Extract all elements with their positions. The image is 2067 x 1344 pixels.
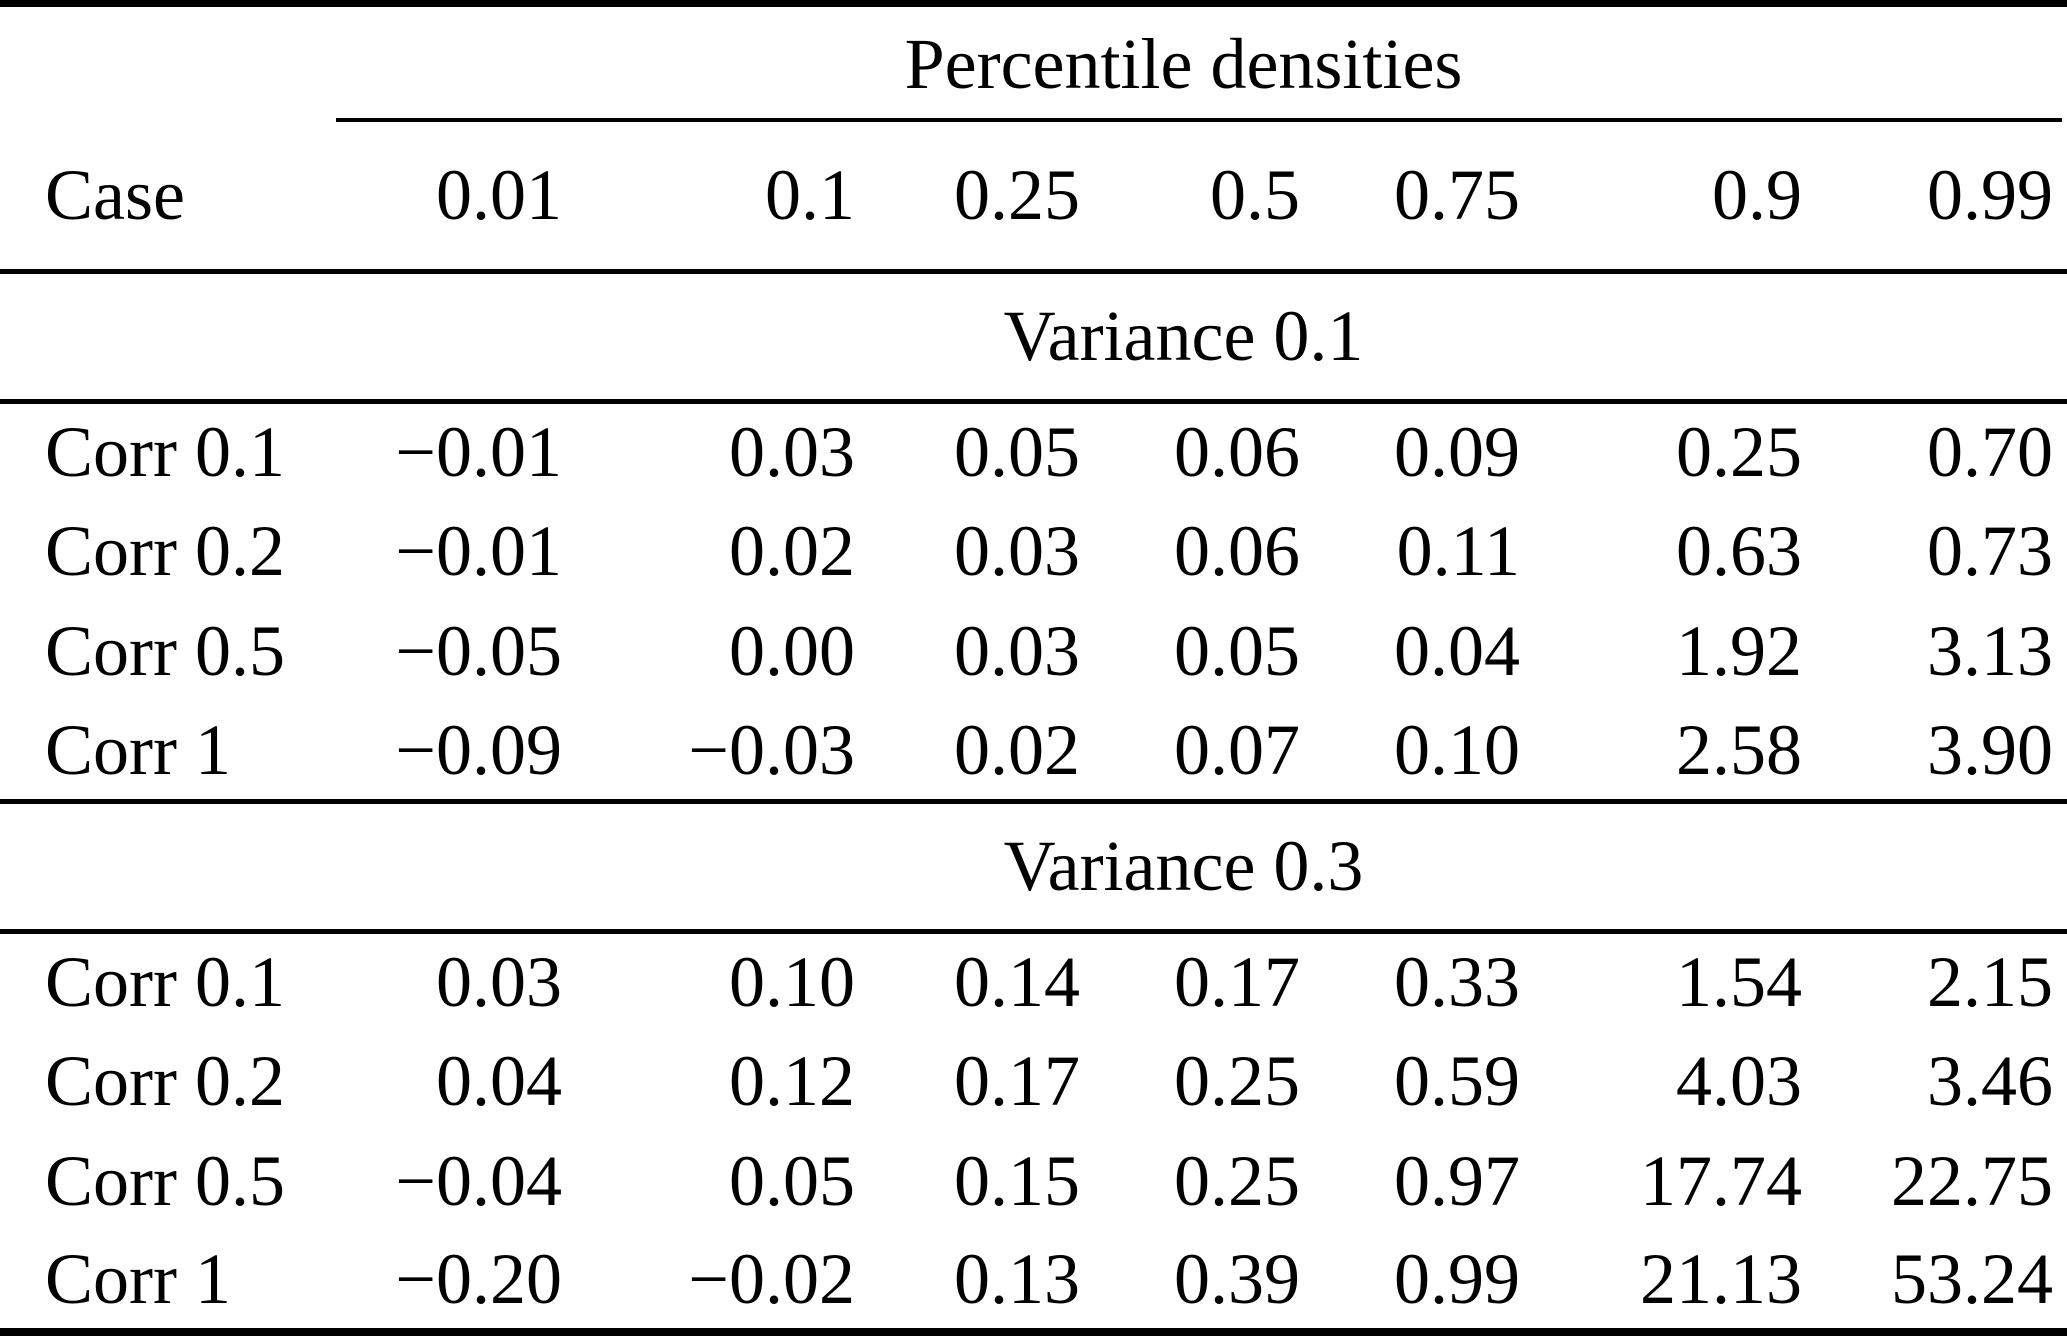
cell: 21.13 (1640, 1239, 1802, 1319)
cell: −0.04 (395, 1141, 562, 1221)
group-header-label: Percentile densities (904, 23, 1463, 104)
column-header-row: Case 0.01 0.1 0.25 0.5 0.75 0.9 0.99 (0, 121, 2067, 274)
cell: −0.02 (688, 1239, 855, 1319)
cell: 2.15 (1927, 942, 2054, 1023)
table-row: Corr 0.1 0.03 0.10 0.14 0.17 0.33 1.54 2… (0, 932, 2067, 1032)
cell: 53.24 (1891, 1239, 2054, 1319)
column-header-1: 0.01 (300, 121, 562, 274)
cell: 0.05 (729, 1141, 855, 1221)
cell: 0.03 (436, 942, 562, 1023)
table-row: Corr 1 −0.09 −0.03 0.02 0.07 0.10 2.58 3… (0, 702, 2067, 802)
group-header-spacer (0, 4, 300, 122)
row-label: Corr 0.1 (45, 412, 285, 493)
cell: 0.99 (1394, 1239, 1520, 1319)
cell: 0.59 (1394, 1041, 1520, 1121)
cell: −0.05 (395, 611, 562, 691)
cell: 0.25 (1174, 1041, 1300, 1121)
section-title: Variance 0.1 (300, 271, 2067, 404)
cell: 0.17 (1174, 942, 1300, 1023)
table-row: Corr 1 −0.20 −0.02 0.13 0.39 0.99 21.13 … (0, 1232, 2067, 1332)
row-label: Corr 0.5 (45, 611, 285, 691)
cell: 17.74 (1640, 1141, 1802, 1221)
cell: 0.12 (729, 1041, 855, 1121)
cell: 0.03 (954, 611, 1080, 691)
table-row: Corr 0.2 −0.01 0.02 0.03 0.06 0.11 0.63 … (0, 502, 2067, 602)
cell: 0.04 (436, 1041, 562, 1121)
row-label: Corr 0.2 (45, 511, 285, 591)
cell: 1.92 (1676, 611, 1802, 691)
row-label: Corr 0.2 (45, 1041, 285, 1121)
cell: −0.20 (395, 1239, 562, 1319)
cell: 0.13 (954, 1239, 1080, 1319)
row-label: Corr 1 (45, 1239, 231, 1319)
row-label: Corr 0.1 (45, 942, 285, 1023)
cell: 0.07 (1174, 709, 1300, 790)
table-row: Corr 0.1 −0.01 0.03 0.05 0.06 0.09 0.25 … (0, 402, 2067, 502)
section-title: Variance 0.3 (300, 799, 2067, 934)
cell: 0.73 (1927, 511, 2054, 591)
cell: 0.10 (729, 942, 855, 1023)
cell: 0.03 (729, 412, 855, 493)
cell: −0.01 (395, 511, 562, 591)
cell: 0.06 (1174, 412, 1300, 493)
cell: 0.03 (954, 511, 1080, 591)
cell: 0.10 (1394, 709, 1520, 790)
cell: 0.05 (954, 412, 1080, 493)
cell: 0.00 (729, 611, 855, 691)
cell: 0.14 (954, 942, 1080, 1023)
group-header-row: Percentile densities (0, 4, 2067, 122)
cell: 0.25 (1174, 1141, 1300, 1221)
cell: 0.63 (1676, 511, 1802, 591)
section-title-row: Variance 0.3 (0, 799, 2067, 934)
cell: −0.09 (395, 709, 562, 790)
cell: 0.02 (729, 511, 855, 591)
section-title-row: Variance 0.1 (0, 271, 2067, 404)
cell: 3.13 (1927, 611, 2054, 691)
cell: −0.03 (688, 709, 855, 790)
section-title-spacer (0, 799, 300, 934)
table-row: Corr 0.2 0.04 0.12 0.17 0.25 0.59 4.03 3… (0, 1032, 2067, 1132)
cell: 0.25 (1676, 412, 1802, 493)
cell: 0.33 (1394, 942, 1520, 1023)
cell: 0.05 (1174, 611, 1300, 691)
cell: 2.58 (1676, 709, 1802, 790)
cell: 4.03 (1676, 1041, 1802, 1121)
cell: 0.02 (954, 709, 1080, 790)
cell: 1.54 (1676, 942, 1802, 1023)
cell: 3.46 (1927, 1041, 2054, 1121)
case-column-header: Case (0, 121, 300, 274)
column-header-4: 0.5 (1080, 121, 1300, 274)
cell: −0.01 (395, 412, 562, 493)
cell: 3.90 (1927, 709, 2054, 790)
section-title-spacer (0, 271, 300, 404)
table-row: Corr 0.5 −0.04 0.05 0.15 0.25 0.97 17.74… (0, 1132, 2067, 1232)
cell: 0.39 (1174, 1239, 1300, 1319)
column-header-2: 0.1 (562, 121, 855, 274)
cell: 0.70 (1927, 412, 2054, 493)
cmidrule (336, 117, 2063, 122)
group-header-cell: Percentile densities (300, 4, 2067, 122)
column-header-5: 0.75 (1300, 121, 1520, 274)
column-header-6: 0.9 (1520, 121, 1802, 274)
cell: 0.09 (1394, 412, 1520, 493)
cell: 22.75 (1891, 1141, 2054, 1221)
cell: 0.97 (1394, 1141, 1520, 1221)
cell: 0.04 (1394, 611, 1520, 691)
column-header-3: 0.25 (855, 121, 1080, 274)
row-label: Corr 1 (45, 709, 231, 790)
row-label: Corr 0.5 (45, 1141, 285, 1221)
column-header-7: 0.99 (1802, 121, 2067, 274)
table-row: Corr 0.5 −0.05 0.00 0.03 0.05 0.04 1.92 … (0, 602, 2067, 702)
cell: 0.06 (1174, 511, 1300, 591)
cell: 0.15 (954, 1141, 1080, 1221)
cell: 0.11 (1396, 511, 1520, 591)
cell: 0.17 (954, 1041, 1080, 1121)
